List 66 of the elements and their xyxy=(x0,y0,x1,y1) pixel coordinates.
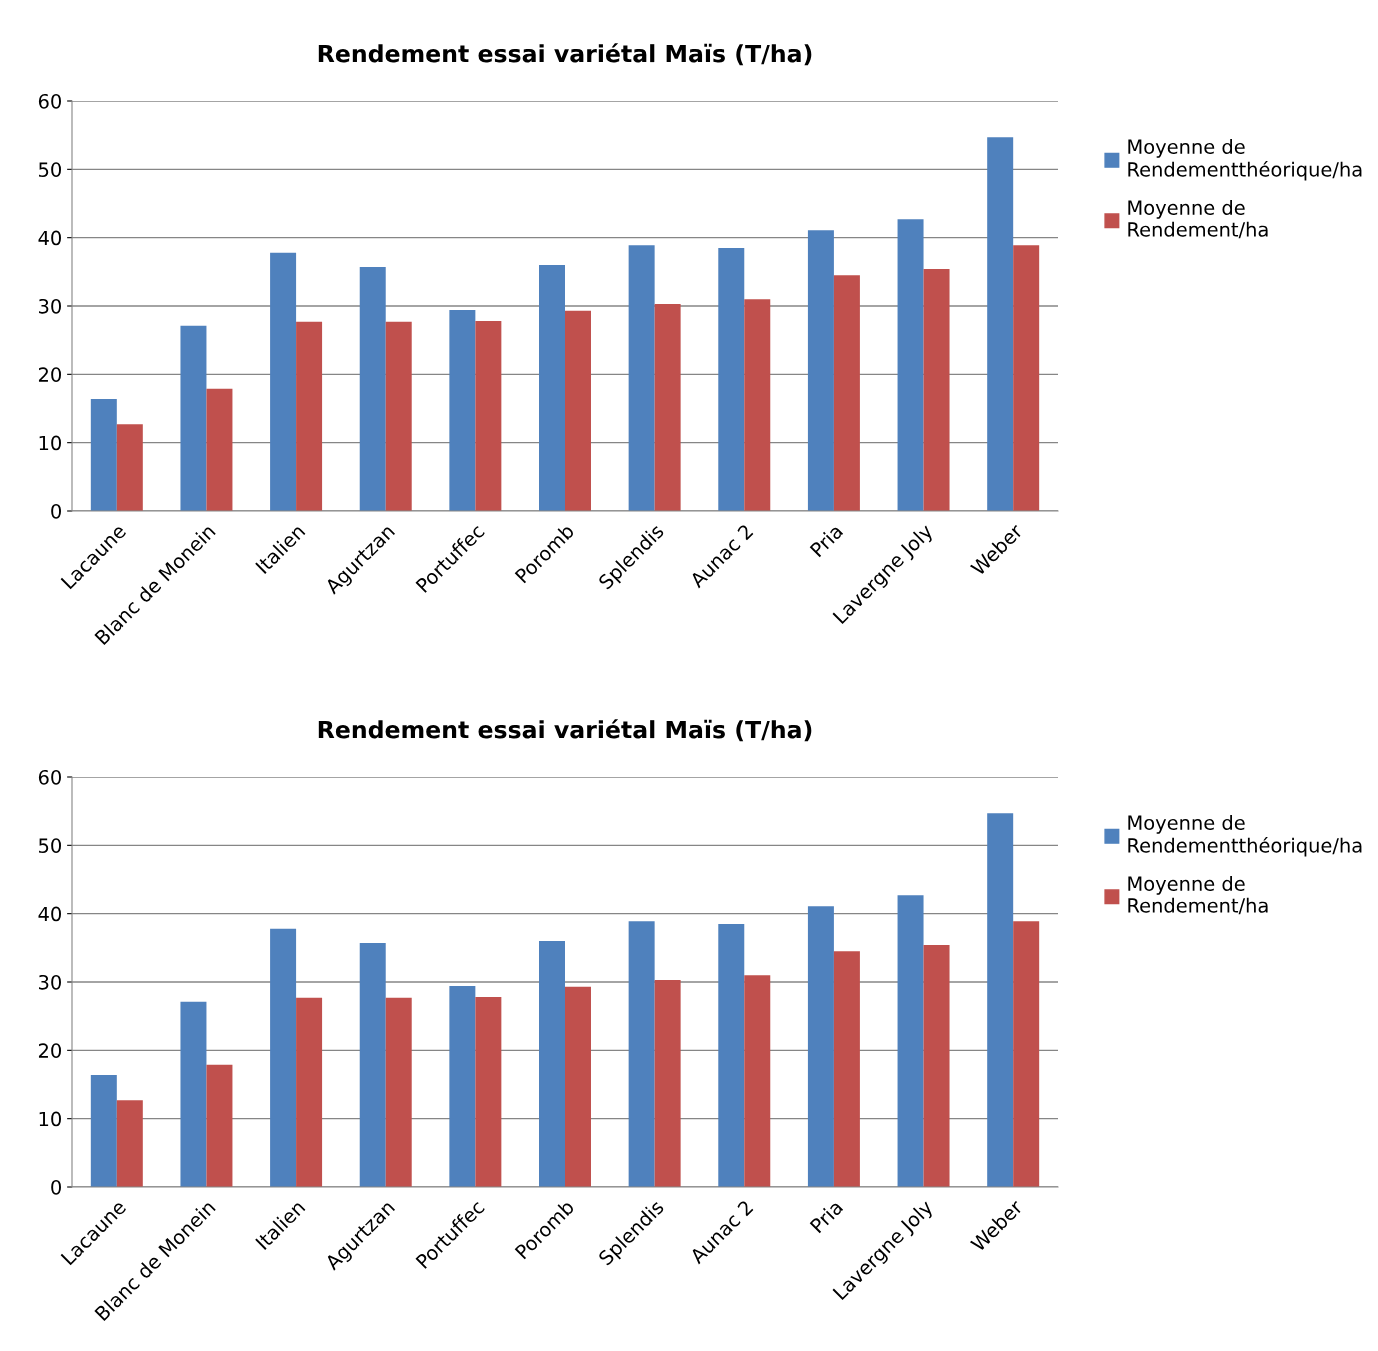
y-tick-label: 0 xyxy=(51,503,61,519)
bar xyxy=(987,137,1014,511)
bar xyxy=(206,1064,233,1187)
y-tick-label: 20 xyxy=(38,367,61,382)
bar xyxy=(90,398,117,511)
bar xyxy=(923,945,950,1187)
bar xyxy=(897,219,924,511)
bar xyxy=(475,321,502,511)
bar xyxy=(180,1001,207,1187)
bar xyxy=(359,943,386,1187)
bar xyxy=(807,230,834,511)
bar xyxy=(718,247,745,511)
y-tick-label: 40 xyxy=(38,906,61,922)
bar xyxy=(359,267,386,511)
bar xyxy=(539,941,565,1187)
legend-label: Moyenne de Rendementthéorique/ha xyxy=(1128,139,1362,181)
bar xyxy=(654,979,681,1187)
bar xyxy=(90,1074,117,1187)
bar xyxy=(385,321,412,511)
bar xyxy=(744,975,771,1187)
bar xyxy=(744,299,771,511)
y-tick-label: 50 xyxy=(39,162,61,177)
bar xyxy=(539,265,565,511)
chart-title: Rendement essai variétal Maïs (T/ha) xyxy=(318,43,812,66)
bar xyxy=(565,986,591,1187)
y-tick-label: 30 xyxy=(39,298,61,314)
bar xyxy=(1013,921,1040,1187)
bar xyxy=(116,1100,143,1187)
y-tick-label: 10 xyxy=(39,435,61,451)
y-tick-label: 60 xyxy=(38,93,61,109)
bar xyxy=(296,997,323,1187)
bar xyxy=(116,424,143,511)
bar xyxy=(987,813,1014,1187)
y-tick-label: 60 xyxy=(38,769,61,785)
bar xyxy=(449,986,476,1187)
bar xyxy=(897,895,924,1187)
chart-title: Rendement essai variétal Maïs (T/ha) xyxy=(318,719,812,742)
x-tick-label: Pria xyxy=(809,523,844,558)
bar xyxy=(833,951,860,1187)
y-tick-label: 50 xyxy=(39,838,61,853)
y-tick-label: 40 xyxy=(38,230,61,246)
bar xyxy=(1013,245,1040,511)
bar xyxy=(833,275,860,511)
bar xyxy=(180,325,207,511)
legend-label: Moyenne de Rendementthéorique/ha xyxy=(1128,815,1362,857)
legend-label: Moyenne de Rendement/ha xyxy=(1128,199,1268,239)
y-tick-label: 30 xyxy=(39,974,61,990)
x-tick-label: Pria xyxy=(809,1199,844,1234)
bar xyxy=(270,928,297,1187)
bar xyxy=(270,252,297,511)
bar xyxy=(296,321,323,511)
bar xyxy=(807,906,834,1187)
y-tick-label: 20 xyxy=(38,1043,61,1058)
bar xyxy=(923,269,950,511)
bar xyxy=(628,921,655,1187)
y-tick-label: 0 xyxy=(51,1179,61,1195)
legend-label: Moyenne de Rendement/ha xyxy=(1128,875,1268,915)
y-tick-label: 10 xyxy=(39,1111,61,1127)
bar xyxy=(628,245,655,511)
bar xyxy=(654,303,681,511)
bar xyxy=(718,923,745,1187)
bar xyxy=(449,310,476,511)
bar xyxy=(475,997,502,1187)
bar xyxy=(206,388,233,511)
bar xyxy=(565,310,591,511)
bar xyxy=(385,997,412,1187)
